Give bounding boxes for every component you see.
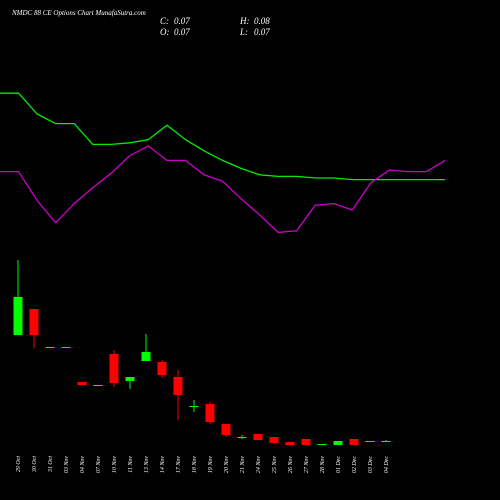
candle-body xyxy=(29,309,39,335)
candle-body xyxy=(77,382,87,385)
info-value: 0.07 xyxy=(174,16,190,26)
x-tick-label: 01 Dec xyxy=(336,456,342,473)
x-tick-label: 04 Nov xyxy=(79,456,86,474)
x-tick-label: 26 Nov xyxy=(288,456,294,474)
x-tick-label: 24 Nov xyxy=(255,456,262,474)
info-value: 0.08 xyxy=(254,16,270,26)
x-tick-label: 20 Nov xyxy=(224,456,230,474)
candle-body xyxy=(189,406,199,407)
indicator-line xyxy=(0,92,445,181)
x-tick-label: 10 Nov xyxy=(112,456,118,474)
info-label: C: xyxy=(160,16,169,26)
candle-body xyxy=(109,354,119,383)
x-tick-label: 30 Oct xyxy=(32,456,38,473)
indicator-line xyxy=(0,145,446,234)
candle-body xyxy=(173,377,183,395)
x-tick-label: 02 Dec xyxy=(352,456,358,473)
candle-body xyxy=(125,377,135,381)
candle-body xyxy=(365,441,375,442)
candle-body xyxy=(317,444,327,445)
candle-body xyxy=(381,441,391,442)
candle-body xyxy=(13,297,23,335)
x-tick-label: 03 Dec xyxy=(368,456,374,473)
candle-body xyxy=(205,404,215,422)
x-tick-label: 27 Nov xyxy=(304,456,310,474)
candle-body xyxy=(269,437,279,443)
x-tick-label: 25 Nov xyxy=(272,456,278,474)
x-tick-label: 11 Nov xyxy=(128,456,134,473)
candle-body xyxy=(221,424,231,435)
x-tick-label: 19 Nov xyxy=(208,456,214,474)
candle-body xyxy=(301,439,311,445)
info-value: 0.07 xyxy=(254,27,270,37)
info-value: 0.07 xyxy=(174,27,190,37)
x-tick-label: 07 Nov xyxy=(96,456,102,474)
chart-title: NMDC 88 CE Options Chart MunafaSutra.com xyxy=(11,9,146,17)
info-label: O: xyxy=(160,27,170,37)
info-label: L: xyxy=(239,27,248,37)
x-tick-label: 14 Nov xyxy=(159,456,166,474)
x-tick-label: 18 Nov xyxy=(192,456,198,474)
info-label: H: xyxy=(239,16,250,26)
x-tick-label: 21 Nov xyxy=(240,456,246,474)
x-tick-label: 29 Oct xyxy=(16,456,22,472)
candle-body xyxy=(333,441,343,445)
candle-body xyxy=(253,434,263,440)
candle-body xyxy=(45,347,55,348)
candle-body xyxy=(157,362,167,375)
candle-body xyxy=(61,347,71,348)
candle-body xyxy=(141,352,151,361)
candle-body xyxy=(93,385,103,386)
x-tick-label: 03 Nov xyxy=(64,456,70,474)
candle-body xyxy=(285,442,295,445)
candle-body xyxy=(237,437,247,438)
x-tick-label: 04 Dec xyxy=(383,456,390,473)
x-tick-label: 31 Oct xyxy=(48,456,54,473)
x-tick-label: 13 Nov xyxy=(144,456,150,474)
x-tick-label: 17 Nov xyxy=(176,456,182,474)
candle-body xyxy=(349,439,359,445)
x-tick-label: 28 Nov xyxy=(320,456,326,474)
